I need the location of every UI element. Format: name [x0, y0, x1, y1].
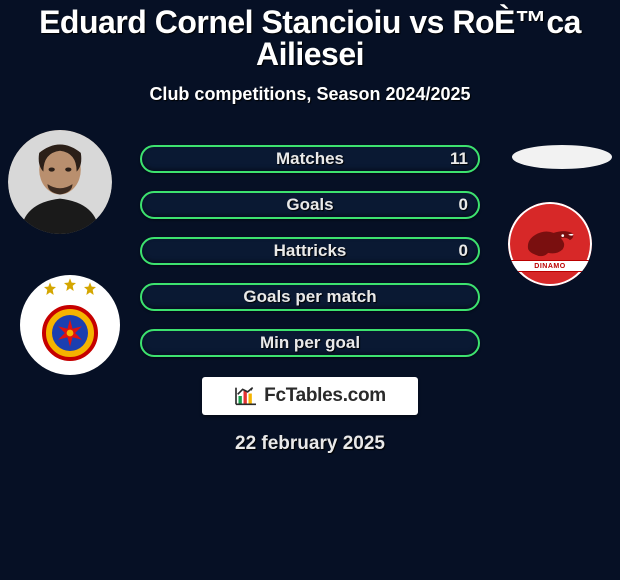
stat-bars: Matches 11 Goals 0 Hattricks 0 Goals per…: [140, 145, 480, 357]
stat-right-value: 11: [450, 149, 468, 169]
club-right-band: DINAMO: [510, 260, 590, 272]
date-text: 22 february 2025: [0, 433, 620, 455]
stat-bar-goals: Goals 0: [140, 191, 480, 219]
stats-area: DINAMO Matches 11 Goals 0 Hattricks 0 Go…: [0, 145, 620, 455]
club-right-badge: DINAMO: [508, 202, 592, 286]
stat-right-value: 0: [459, 195, 468, 215]
star-icon: [42, 281, 58, 297]
page-title: Eduard Cornel Stancioiu vs RoÈ™ca Ailies…: [0, 0, 620, 70]
page-subtitle: Club competitions, Season 2024/2025: [0, 84, 620, 105]
stat-bar-hattricks: Hattricks 0: [140, 237, 480, 265]
stat-label: Min per goal: [260, 333, 360, 353]
player-right-avatar: [512, 145, 612, 169]
club-left-badge: [20, 275, 120, 375]
player-left-avatar: [8, 130, 112, 234]
dog-icon: [522, 222, 578, 262]
person-photo-icon: [8, 130, 112, 234]
burst-icon: [53, 316, 87, 350]
stat-bar-goals-per-match: Goals per match: [140, 283, 480, 311]
stat-label: Matches: [276, 149, 344, 169]
stat-label: Goals per match: [243, 287, 376, 307]
stat-bar-min-per-goal: Min per goal: [140, 329, 480, 357]
stat-bar-matches: Matches 11: [140, 145, 480, 173]
stat-label: Hattricks: [274, 241, 347, 261]
branding-box: FcTables.com: [202, 377, 418, 415]
bar-chart-icon: [234, 386, 258, 406]
star-icon: [82, 281, 98, 297]
branding-text: FcTables.com: [264, 385, 386, 407]
star-icon: [62, 277, 78, 293]
stat-label: Goals: [286, 195, 333, 215]
stat-right-value: 0: [459, 241, 468, 261]
